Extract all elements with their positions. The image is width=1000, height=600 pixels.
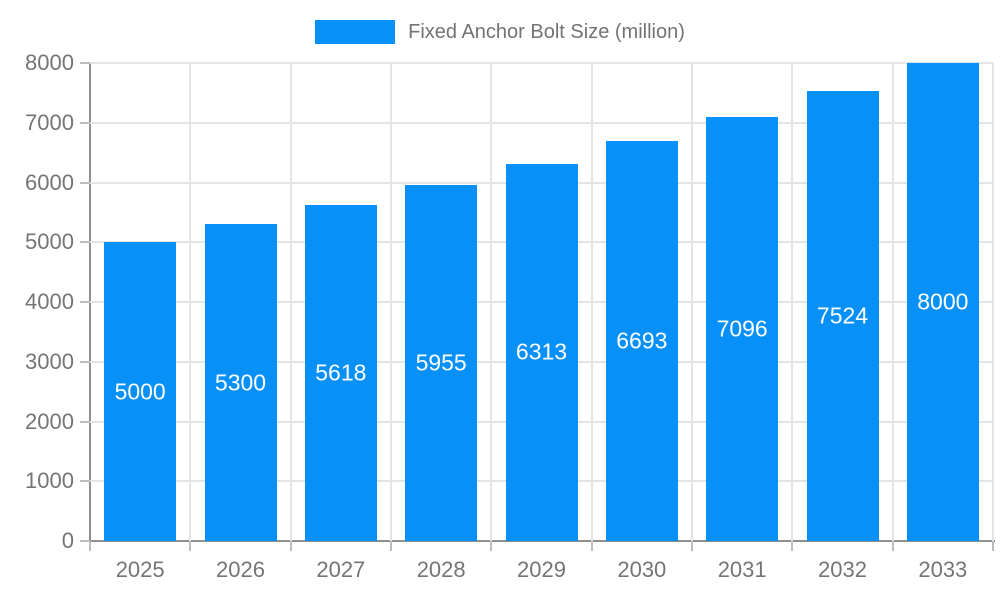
x-tick-label: 2027 (316, 557, 366, 582)
bar-value-label: 5000 (114, 378, 166, 405)
y-tick-label: 5000 (25, 229, 74, 255)
plot-area: 0 1000 2000 3000 4000 5000 6000 7000 8000 5000 202… (25, 52, 995, 581)
gridline-vertical (992, 63, 994, 541)
y-tick-label: 7000 (25, 109, 74, 135)
bar-value-label: 5955 (415, 349, 467, 376)
x-tick-label: 2028 (416, 557, 466, 582)
x-tick-label: 2026 (216, 557, 265, 582)
gridline-vertical (289, 63, 292, 541)
x-tick-label: 2030 (617, 557, 667, 582)
gridline-vertical (791, 63, 794, 541)
x-axis-tick (691, 541, 693, 551)
bar-2032[interactable]: 7524 (806, 91, 879, 541)
x-tick-label: 2029 (517, 557, 566, 582)
bar-value-label: 6693 (616, 327, 668, 354)
y-tick-label: 2000 (25, 408, 74, 434)
y-axis-tick (80, 181, 90, 184)
y-axis-tick (80, 301, 90, 303)
x-axis-tick (891, 541, 894, 551)
legend[interactable]: Fixed Anchor Bolt Size (million) (0, 19, 1000, 45)
y-tick-label: 1000 (25, 468, 74, 494)
bar-2026[interactable]: 5300 (204, 224, 277, 541)
x-axis-tick (89, 541, 91, 551)
legend-swatch (315, 20, 396, 44)
bar-value-label: 6313 (515, 338, 568, 365)
gridline-vertical (590, 63, 593, 541)
y-tick-label: 3000 (25, 348, 74, 374)
y-axis-tick (80, 360, 90, 363)
bar-2025[interactable]: 5000 (104, 242, 177, 541)
x-axis-tick (289, 541, 292, 551)
gridline-horizontal (90, 62, 993, 64)
gridline-horizontal (90, 121, 993, 124)
x-tick-label: 2025 (115, 557, 165, 582)
gridline-vertical (390, 63, 392, 541)
bar-value-label: 7524 (816, 302, 869, 329)
y-tick-label: 8000 (25, 50, 74, 75)
gridline-vertical (891, 63, 894, 541)
legend-label: Fixed Anchor Bolt Size (million) (408, 20, 685, 43)
x-tick-label: 2033 (918, 557, 968, 582)
bar-2028[interactable]: 5955 (405, 185, 478, 541)
y-axis-tick (80, 480, 90, 483)
x-axis-tick (490, 541, 493, 551)
y-axis-tick (80, 540, 90, 542)
x-axis-tick (992, 541, 994, 551)
bar-value-label: 5618 (315, 359, 367, 386)
y-axis-tick (80, 420, 90, 423)
bar-2033[interactable]: 8000 (906, 63, 979, 541)
bar-2030[interactable]: 6693 (605, 141, 678, 541)
bar-value-label: 8000 (917, 288, 969, 315)
y-axis-tick (80, 121, 90, 124)
gridline-vertical (691, 63, 693, 541)
y-axis-tick (80, 62, 90, 64)
bar-value-label: 5300 (214, 369, 267, 396)
x-axis-tick (791, 541, 794, 551)
bar-2027[interactable]: 5618 (304, 205, 377, 541)
bar-value-label: 7096 (716, 315, 768, 342)
x-axis-tick (390, 541, 392, 551)
x-axis-line (80, 540, 995, 542)
bar-2029[interactable]: 6313 (505, 163, 578, 541)
y-tick-label: 0 (61, 528, 74, 553)
y-tick-label: 4000 (25, 289, 74, 314)
x-tick-label: 2031 (717, 557, 767, 582)
x-tick-label: 2032 (818, 557, 867, 582)
y-axis-tick (80, 241, 90, 244)
bar-2031[interactable]: 7096 (706, 117, 779, 541)
x-axis-tick (590, 541, 593, 551)
x-axis-tick (189, 541, 192, 551)
gridline-vertical (490, 63, 493, 541)
gridline-vertical (189, 63, 192, 541)
y-tick-label: 6000 (25, 169, 74, 195)
